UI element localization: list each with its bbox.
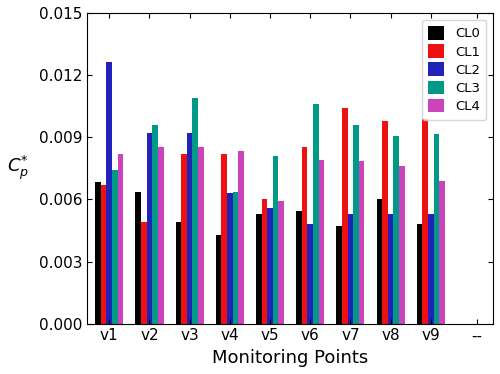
Bar bbox=[118, 154, 124, 324]
Bar bbox=[353, 125, 359, 324]
Bar bbox=[152, 125, 158, 324]
Bar bbox=[141, 222, 146, 324]
Bar bbox=[238, 151, 244, 324]
Bar bbox=[198, 147, 203, 324]
Bar bbox=[227, 193, 232, 324]
Bar bbox=[359, 161, 364, 324]
Bar bbox=[296, 211, 302, 324]
Bar bbox=[278, 202, 284, 324]
Bar bbox=[388, 214, 394, 324]
Bar bbox=[112, 171, 117, 324]
Legend: CL0, CL1, CL2, CL3, CL4: CL0, CL1, CL2, CL3, CL4 bbox=[422, 19, 486, 120]
Bar bbox=[222, 154, 227, 324]
Bar bbox=[256, 214, 262, 324]
Bar bbox=[318, 160, 324, 324]
Bar bbox=[422, 119, 428, 324]
Bar bbox=[434, 134, 439, 324]
X-axis label: Monitoring Points: Monitoring Points bbox=[212, 349, 368, 367]
Bar bbox=[302, 147, 308, 324]
Bar bbox=[428, 214, 434, 324]
Bar bbox=[136, 192, 141, 324]
Bar bbox=[439, 181, 445, 324]
Bar bbox=[416, 224, 422, 324]
Bar bbox=[101, 185, 106, 324]
Bar bbox=[376, 199, 382, 324]
Y-axis label: $C_{p}^{*}$: $C_{p}^{*}$ bbox=[7, 154, 29, 183]
Bar bbox=[267, 208, 273, 324]
Bar bbox=[176, 222, 181, 324]
Bar bbox=[216, 234, 222, 324]
Bar bbox=[348, 214, 353, 324]
Bar bbox=[192, 98, 198, 324]
Bar bbox=[336, 226, 342, 324]
Bar bbox=[399, 166, 404, 324]
Bar bbox=[106, 62, 112, 324]
Bar bbox=[146, 133, 152, 324]
Bar bbox=[181, 154, 187, 324]
Bar bbox=[382, 121, 388, 324]
Bar bbox=[95, 182, 101, 324]
Bar bbox=[187, 133, 192, 324]
Bar bbox=[342, 108, 347, 324]
Bar bbox=[262, 199, 267, 324]
Bar bbox=[158, 147, 164, 324]
Bar bbox=[232, 192, 238, 324]
Bar bbox=[394, 136, 399, 324]
Bar bbox=[308, 224, 313, 324]
Bar bbox=[273, 156, 278, 324]
Bar bbox=[313, 104, 318, 324]
